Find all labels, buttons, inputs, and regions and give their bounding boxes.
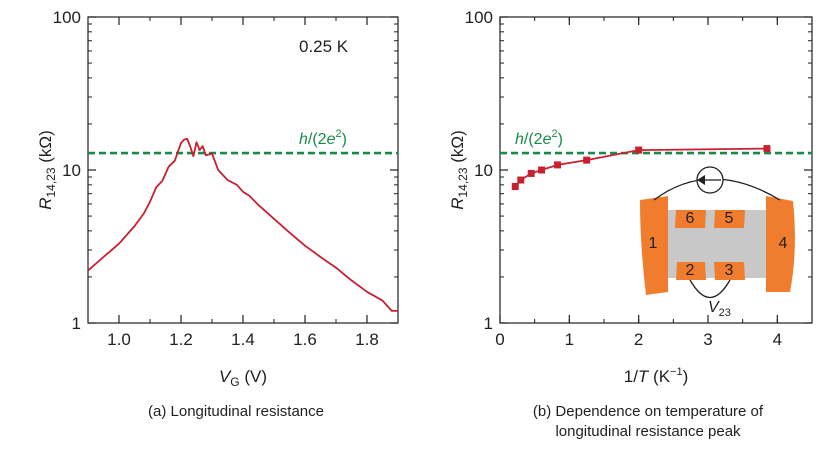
contact-label-2: 2 <box>686 262 695 279</box>
x-axis-label-prefix: 1/ <box>624 367 638 386</box>
data-point-marker <box>583 156 591 164</box>
data-point-marker <box>511 183 519 191</box>
y-axis-label: R14,23 (kΩ) <box>448 130 470 210</box>
x-axis-label: 1/T (K−1) <box>624 366 689 386</box>
data-point-marker <box>527 169 535 177</box>
voltage-label: V23 <box>708 299 731 319</box>
y-axis-label-subscript: 14,23 <box>456 167 470 197</box>
y-axis-label-subscript: 14,23 <box>44 167 58 197</box>
data-point-marker <box>763 145 771 153</box>
x-tick-label: 4 <box>773 330 782 349</box>
y-axis-label-symbol: R <box>448 198 467 210</box>
x-tick-label: 1.2 <box>169 330 193 349</box>
y-axis-label-unit: (kΩ) <box>448 130 467 163</box>
x-tick-label: 2 <box>634 330 643 349</box>
contact-1 <box>640 196 668 295</box>
reference-line-label: h/(2e2) <box>299 128 347 148</box>
data-point-marker <box>635 146 643 154</box>
x-axis-label-symbol: V <box>219 367 232 386</box>
y-tick-label: 100 <box>53 8 81 27</box>
contact-4 <box>766 196 795 292</box>
y-tick-label: 10 <box>62 161 81 180</box>
x-axis-label: VG (V) <box>219 367 267 389</box>
contact-label-6: 6 <box>686 210 695 227</box>
y-tick-label: 1 <box>484 314 493 333</box>
reference-line-label: h/(2e2) <box>515 128 563 148</box>
x-tick-label: 1.6 <box>293 330 317 349</box>
x-axis-label-symbol: T <box>638 367 650 386</box>
voltage-label-subscript: 23 <box>719 307 731 319</box>
temperature-annotation: 0.25 K <box>299 37 349 56</box>
x-tick-label: 1 <box>565 330 574 349</box>
current-arrow-head-icon <box>697 175 705 185</box>
x-tick-label: 1.4 <box>231 330 255 349</box>
plot-frame <box>87 16 399 324</box>
y-tick-label: 100 <box>465 8 493 27</box>
data-point-marker <box>538 166 546 174</box>
contact-5 <box>714 210 745 228</box>
panel-b-caption-line-1: (b) Dependence on temperature of <box>532 403 764 420</box>
voltage-probe-wire <box>689 279 731 298</box>
contact-label-1: 1 <box>649 235 658 252</box>
x-axis-label-superscript: −1 <box>670 366 683 378</box>
contact-label-5: 5 <box>725 210 734 227</box>
y-axis-label-unit: (kΩ) <box>36 130 55 163</box>
x-tick-label: 0 <box>495 330 504 349</box>
y-tick-label: 10 <box>474 161 493 180</box>
x-axis-label-subscript: G <box>230 375 239 389</box>
x-tick-label: 1.0 <box>107 330 131 349</box>
data-point-marker <box>554 161 562 169</box>
voltage-label-symbol: V <box>708 299 720 316</box>
x-axis-label-unit: (V) <box>244 367 267 386</box>
contact-3 <box>714 262 745 280</box>
panel-a-caption: (a) Longitudinal resistance <box>148 403 324 420</box>
contact-6 <box>675 210 706 228</box>
contact-label-3: 3 <box>725 262 734 279</box>
y-axis-label: R14,23 (kΩ) <box>36 130 58 210</box>
x-tick-label: 3 <box>703 330 712 349</box>
series-line-resistance-vs-gate <box>87 137 398 312</box>
x-tick-label: 1.8 <box>355 330 379 349</box>
x-axis-label-unit: (K <box>648 367 670 386</box>
panel-b-caption-line-2: longitudinal resistance peak <box>555 423 741 440</box>
data-point-marker <box>517 176 525 184</box>
panel-a-chart: 1 10 100 1.0 1.2 1.4 1.6 1.8 R14,23 (kΩ) h/(2e2) 0… <box>36 8 399 389</box>
y-tick-label: 1 <box>72 314 81 333</box>
contact-2 <box>676 262 706 280</box>
panel-b-caption: (b) Dependence on temperature of longitu… <box>478 402 818 442</box>
y-axis-label-symbol: R <box>36 198 55 210</box>
contact-label-4: 4 <box>779 235 788 252</box>
